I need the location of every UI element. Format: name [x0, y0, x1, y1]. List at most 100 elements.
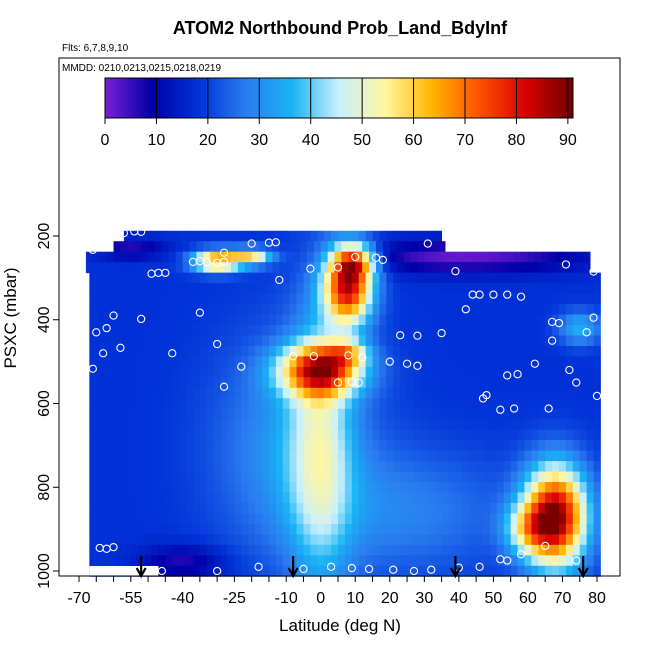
heatmap-cell: [192, 555, 201, 567]
heatmap-cell: [110, 513, 118, 525]
heatmap-cell: [303, 324, 311, 336]
heatmap-cell: [172, 366, 180, 378]
heatmap-cell: [130, 440, 139, 452]
heatmap-cell: [341, 251, 349, 263]
heatmap-cell: [434, 502, 442, 514]
colorbar-swatch: [387, 78, 391, 118]
colorbar-swatch: [454, 78, 458, 118]
heatmap-cell: [234, 534, 242, 546]
heatmap-cell: [172, 429, 180, 441]
heatmap-cell: [289, 513, 297, 525]
heatmap-cell: [123, 555, 132, 567]
heatmap-cell: [289, 272, 297, 284]
heatmap-cell: [462, 387, 470, 399]
heatmap-cell: [282, 230, 291, 242]
heatmap-cell: [572, 272, 581, 284]
heatmap-cell: [89, 377, 97, 389]
heatmap-cell: [510, 324, 518, 336]
heatmap-cell: [227, 523, 235, 535]
heatmap-cell: [420, 534, 429, 546]
observation-point: [347, 563, 356, 573]
heatmap-cell: [130, 502, 139, 514]
heatmap-cell: [262, 482, 270, 493]
heatmap-cell: [379, 419, 387, 431]
heatmap-cell: [206, 314, 215, 326]
heatmap-cell: [275, 398, 284, 410]
heatmap-cell: [123, 272, 132, 284]
heatmap-cell: [255, 534, 263, 546]
heatmap-cell: [331, 398, 339, 410]
heatmap-cell: [338, 230, 346, 242]
heatmap-cell: [400, 419, 408, 431]
colorbar-swatch: [287, 78, 291, 118]
heatmap-cell: [531, 356, 539, 368]
heatmap-cell: [89, 450, 97, 462]
heatmap-cell: [593, 534, 601, 546]
heatmap-cell: [393, 398, 401, 410]
heatmap-cell: [331, 555, 339, 567]
heatmap-cell: [496, 429, 505, 441]
heatmap-cell: [379, 555, 387, 567]
heatmap-cell: [531, 450, 539, 462]
heatmap-cell: [538, 461, 546, 473]
heatmap-cell: [351, 272, 360, 284]
heatmap-cell: [275, 502, 284, 514]
heatmap-cell: [565, 450, 574, 462]
heatmap-cell: [324, 377, 332, 389]
heatmap-cell: [310, 502, 318, 514]
heatmap-cell: [189, 251, 197, 263]
heatmap-cell: [451, 251, 460, 263]
heatmap-cell: [545, 502, 553, 514]
colorbar-swatch: [153, 78, 157, 118]
heatmap-cell: [144, 345, 152, 357]
heatmap-cell: [538, 408, 546, 420]
heatmap-cell: [455, 471, 463, 483]
heatmap-cell: [420, 565, 429, 577]
heatmap-cell: [386, 398, 394, 410]
heatmap-cell: [434, 230, 442, 242]
colorbar-swatch: [452, 78, 456, 118]
heatmap-cell: [158, 534, 166, 546]
heatmap-cell: [268, 555, 277, 567]
heatmap-cell: [275, 450, 284, 462]
heatmap-cell: [199, 523, 208, 535]
heatmap-cell: [545, 366, 553, 378]
heatmap-cell: [310, 565, 318, 577]
heatmap-cell: [186, 283, 194, 295]
heatmap-cell: [289, 534, 297, 546]
heatmap-cell: [234, 304, 242, 316]
colorbar-swatch: [174, 78, 178, 118]
heatmap-cell: [275, 356, 284, 368]
heatmap-cell: [234, 440, 242, 452]
heatmap-cell: [489, 565, 498, 577]
colorbar-swatch: [195, 78, 198, 118]
colorbar-swatch: [449, 78, 453, 118]
heatmap-cell: [503, 555, 512, 567]
observation-point: [413, 331, 422, 340]
heatmap-cell: [282, 429, 291, 441]
heatmap-cell: [400, 440, 408, 452]
heatmap-cell: [110, 366, 118, 378]
heatmap-cell: [538, 335, 546, 347]
heatmap-cell: [192, 523, 201, 535]
heatmap-cell: [303, 450, 311, 462]
heatmap-cell: [275, 555, 284, 567]
heatmap-cell: [324, 272, 332, 284]
heatmap-cell: [565, 513, 574, 525]
heatmap-cell: [172, 398, 180, 410]
heatmap-cell: [531, 377, 539, 389]
heatmap-cell: [469, 345, 477, 357]
heatmap-cell: [179, 366, 187, 378]
heatmap-cell: [338, 335, 346, 347]
heatmap-cell: [593, 293, 601, 305]
heatmap-cell: [303, 502, 311, 514]
heatmap-cell: [351, 544, 360, 556]
heatmap-cell: [434, 565, 442, 577]
heatmap-cell: [144, 555, 152, 567]
heatmap-cell: [213, 544, 221, 556]
observation-point: [496, 405, 505, 414]
heatmap-cell: [434, 314, 442, 326]
heatmap-cell: [317, 450, 325, 462]
heatmap-cell: [130, 555, 139, 567]
heatmap-cell: [503, 272, 512, 284]
